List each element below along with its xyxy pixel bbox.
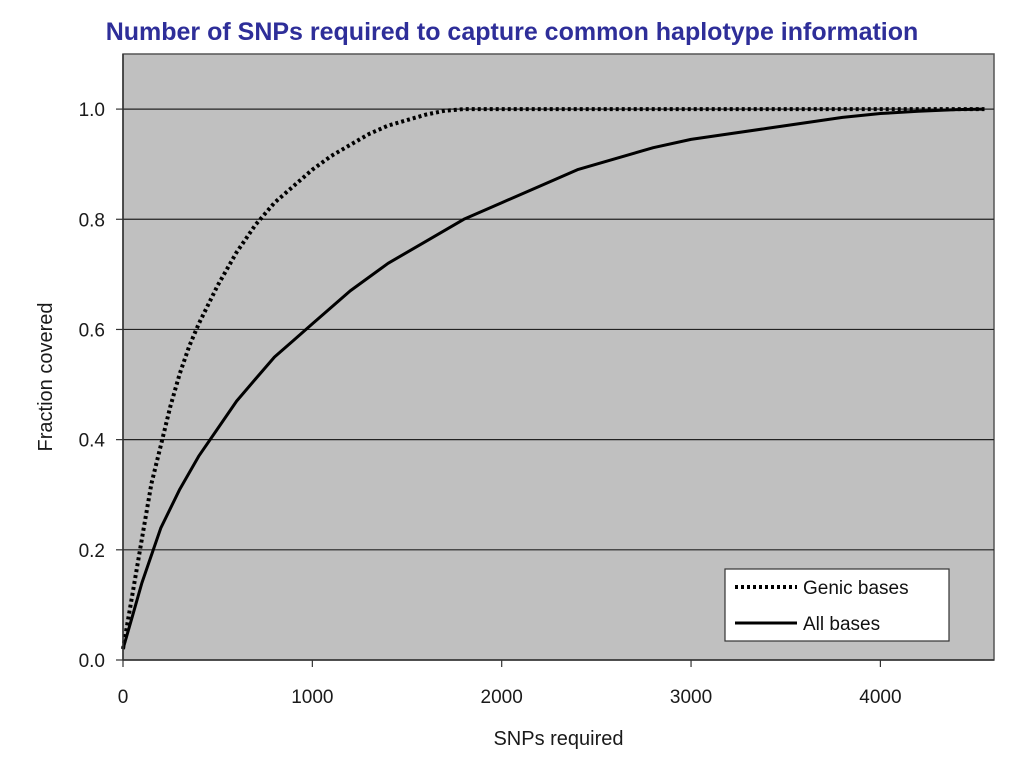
- plot-area: [122, 53, 995, 661]
- x-tick-label: 0: [118, 687, 129, 708]
- legend-box: [724, 568, 950, 642]
- x-tick-label: 3000: [670, 687, 712, 708]
- y-tick-label: 0.2: [79, 541, 105, 562]
- x-axis-title: SNPs required: [493, 728, 623, 750]
- legend-label-genic-bases: Genic bases: [803, 578, 909, 599]
- series-line-all-bases: [121, 107, 985, 650]
- series-lines: [121, 107, 985, 650]
- y-tick-label: 0.4: [79, 431, 106, 452]
- series-line-genic-bases: [121, 107, 985, 650]
- legend-label-all-bases: All bases: [803, 614, 880, 635]
- x-tick-label: 4000: [859, 687, 901, 708]
- y-tick-label: 1.0: [79, 100, 105, 121]
- x-tick-label: 2000: [481, 687, 523, 708]
- y-tick-label: 0.0: [79, 651, 105, 672]
- axes: 0.0 0.2 0.4 0.6 0.8 1.0 0 1000 2000 3000 4000: [79, 54, 994, 708]
- x-tick-label: 1000: [291, 687, 333, 708]
- legend: Genic bases All bases: [724, 568, 950, 642]
- chart-title: Number of SNPs required to capture commo…: [105, 18, 919, 46]
- y-tick-label: 0.6: [79, 320, 105, 341]
- y-axis-title: Fraction covered: [35, 303, 57, 452]
- y-tick-label: 0.8: [79, 210, 105, 231]
